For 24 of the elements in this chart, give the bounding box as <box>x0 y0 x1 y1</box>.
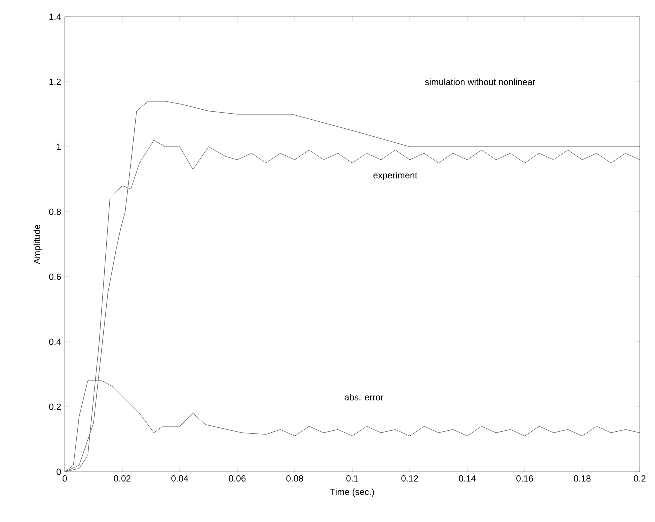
y-tick-label: 1 <box>57 144 62 150</box>
x-tick-label: 0 <box>62 476 68 482</box>
x-tick-label: 0.18 <box>574 476 591 482</box>
y-tick-label: 0.6 <box>49 274 62 280</box>
x-tick-label: 0.14 <box>459 476 476 482</box>
y-tick-label: 0 <box>56 468 62 476</box>
x-tick-label: 0.08 <box>286 476 304 482</box>
x-tick-label: 0.12 <box>402 476 418 482</box>
x-tick-label: 0.16 <box>516 476 534 482</box>
annotation: simulation without nonlinear <box>425 78 536 86</box>
x-tick-label: 0.02 <box>114 476 131 482</box>
y-axis-title: Amplitude <box>34 224 42 264</box>
x-axis-title: Time (sec.) <box>330 488 374 498</box>
y-tick-label: 0.4 <box>49 338 62 346</box>
y-tick-label: 0.2 <box>49 404 62 410</box>
annotation: abs. error <box>344 394 384 401</box>
y-tick-label: 1.4 <box>50 14 62 20</box>
x-tick-label: 0.1 <box>346 476 358 482</box>
x-tick-label: 0.06 <box>229 476 246 482</box>
x-tick-label: 0.2 <box>634 476 646 482</box>
annotation: experiment <box>374 172 418 180</box>
x-tick-label: 0.04 <box>172 476 188 482</box>
y-tick-label: 0.8 <box>49 208 62 216</box>
y-tick-label: 1.2 <box>50 78 62 86</box>
